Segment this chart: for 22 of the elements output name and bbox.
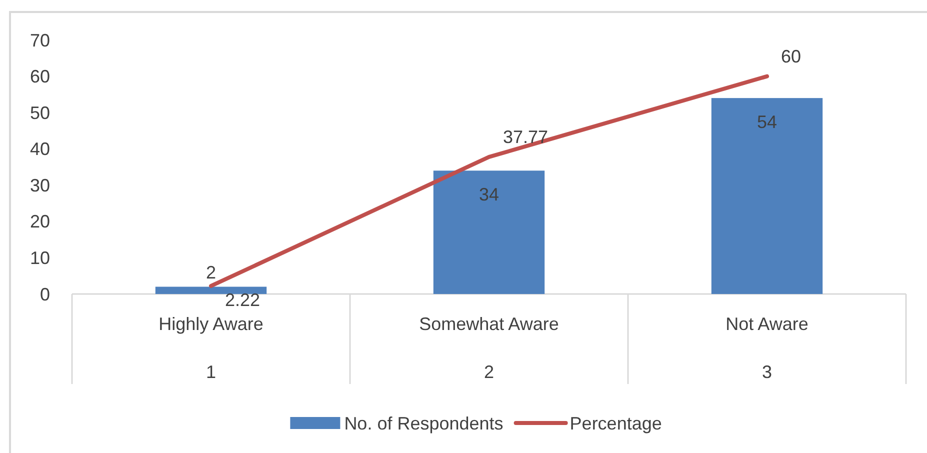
legend-label: No. of Respondents xyxy=(344,413,504,434)
y-tick-label: 20 xyxy=(30,212,50,232)
y-tick-label: 30 xyxy=(30,175,50,196)
y-tick-label: 0 xyxy=(40,284,50,304)
data-label: 54 xyxy=(756,112,778,132)
bar xyxy=(155,286,267,294)
category-label: Somewhat Aware 2 xyxy=(419,314,559,382)
y-tick-label: 50 xyxy=(30,102,50,123)
data-label: 34 xyxy=(478,184,500,205)
y-tick-label: 60 xyxy=(30,66,50,87)
data-label: 2 xyxy=(206,262,216,283)
category-label: Not Aware 3 xyxy=(726,314,808,382)
data-label: 2.22 xyxy=(225,290,260,310)
y-tick-label: 10 xyxy=(30,248,50,268)
bar xyxy=(433,170,545,294)
y-tick-label: 40 xyxy=(30,139,50,160)
data-label: 60 xyxy=(781,46,802,66)
bar xyxy=(711,98,823,294)
category-label: Highly Aware 1 xyxy=(158,314,264,382)
legend-label: Percentage xyxy=(570,413,662,434)
data-label: 37.77 xyxy=(503,126,548,147)
y-tick-label: 70 xyxy=(30,30,50,50)
